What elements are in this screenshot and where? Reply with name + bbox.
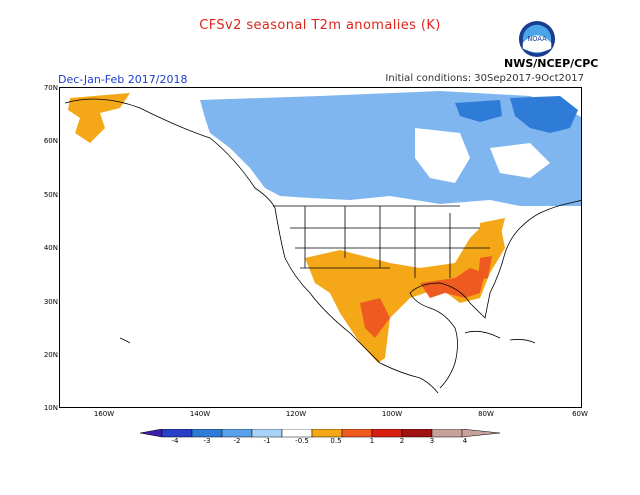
lon-label-80w: 80W (478, 410, 494, 418)
south-warm-region (305, 223, 505, 363)
colorbar-label: 1 (369, 437, 375, 445)
lon-label-160w: 160W (93, 410, 115, 418)
colorbar (140, 429, 500, 438)
lon-label-140w: 140W (189, 410, 211, 418)
organization-label: NWS/NCEP/CPC (504, 57, 599, 70)
initial-conditions-label: Initial conditions: 30Sep2017-9Oct2017 (385, 73, 584, 84)
lat-label-70n: 70N (43, 84, 58, 92)
colorbar-label: 4 (462, 437, 468, 445)
lon-label-120w: 120W (285, 410, 307, 418)
strong-cool-anomaly-region (510, 96, 578, 133)
noaa-logo-icon: NOAA (518, 20, 556, 58)
noaa-logo-text: NOAA (527, 35, 547, 43)
lat-label-60n: 60N (43, 137, 58, 145)
lat-label-40n: 40N (43, 244, 58, 252)
gulf-strong-warm-region (420, 268, 485, 298)
anomaly-map (59, 87, 582, 408)
colorbar-label: -2 (233, 437, 241, 445)
colorbar-label: -0.5 (295, 437, 309, 445)
chart-title: CFSv2 seasonal T2m anomalies (K) (199, 18, 441, 33)
colorbar-label: -3 (203, 437, 211, 445)
season-label: Dec-Jan-Feb 2017/2018 (58, 73, 188, 86)
colorbar-label: -1 (263, 437, 271, 445)
lat-label-50n: 50N (43, 191, 58, 199)
lat-label-20n: 20N (43, 351, 58, 359)
lat-label-30n: 30N (43, 298, 58, 306)
colorbar-label: -4 (171, 437, 179, 445)
lat-label-10n: 10N (43, 404, 58, 412)
lon-label-100w: 100W (381, 410, 403, 418)
lon-label-60w: 60W (572, 410, 588, 418)
alaska-warm-region (68, 93, 130, 143)
colorbar-label: 3 (429, 437, 435, 445)
colorbar-label: 2 (399, 437, 405, 445)
colorbar-label: 0.5 (330, 437, 342, 445)
